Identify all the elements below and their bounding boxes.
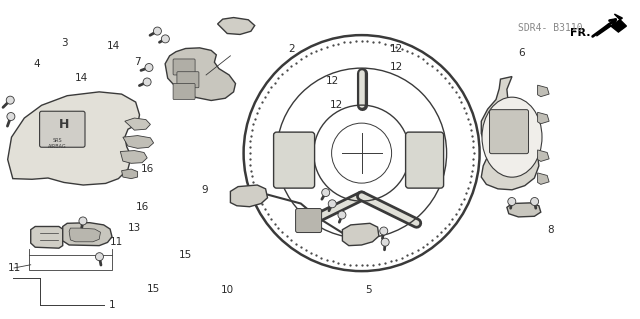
Text: 1: 1 xyxy=(109,300,115,310)
Circle shape xyxy=(145,63,153,71)
Text: 12: 12 xyxy=(390,62,403,72)
Polygon shape xyxy=(31,226,63,248)
Polygon shape xyxy=(122,169,138,179)
Text: 12: 12 xyxy=(326,76,339,86)
Text: 12: 12 xyxy=(330,100,342,110)
Text: 14: 14 xyxy=(108,41,120,51)
Circle shape xyxy=(95,253,104,261)
Text: 2: 2 xyxy=(288,44,294,55)
FancyBboxPatch shape xyxy=(173,84,195,100)
Polygon shape xyxy=(481,77,539,190)
Circle shape xyxy=(531,197,539,205)
Polygon shape xyxy=(230,185,268,207)
Text: 3: 3 xyxy=(61,38,67,48)
Circle shape xyxy=(381,238,389,246)
Circle shape xyxy=(328,200,336,208)
Text: 4: 4 xyxy=(34,59,40,69)
Text: 14: 14 xyxy=(76,73,88,83)
Text: 5: 5 xyxy=(365,285,371,295)
Circle shape xyxy=(79,217,87,225)
FancyBboxPatch shape xyxy=(490,110,529,154)
Polygon shape xyxy=(69,228,100,242)
Text: 15: 15 xyxy=(147,284,160,294)
Circle shape xyxy=(143,78,151,86)
Polygon shape xyxy=(165,48,236,100)
Polygon shape xyxy=(120,151,147,163)
Text: 16: 16 xyxy=(136,202,148,212)
Circle shape xyxy=(7,113,15,121)
Circle shape xyxy=(508,197,516,205)
Text: SDR4- B3110: SDR4- B3110 xyxy=(518,23,582,33)
FancyBboxPatch shape xyxy=(173,59,195,75)
Text: H: H xyxy=(59,118,69,131)
Polygon shape xyxy=(538,150,549,161)
Polygon shape xyxy=(63,223,112,246)
Polygon shape xyxy=(218,18,255,34)
Polygon shape xyxy=(125,118,150,130)
Circle shape xyxy=(322,189,330,197)
Text: FR.: FR. xyxy=(570,28,591,38)
FancyBboxPatch shape xyxy=(406,132,444,188)
Text: 10: 10 xyxy=(221,285,234,295)
Text: 12: 12 xyxy=(390,44,403,55)
Text: 11: 11 xyxy=(110,237,123,248)
Ellipse shape xyxy=(482,97,542,177)
Polygon shape xyxy=(507,203,541,217)
Text: 16: 16 xyxy=(141,164,154,174)
FancyBboxPatch shape xyxy=(296,209,322,233)
Polygon shape xyxy=(596,14,627,36)
Circle shape xyxy=(338,211,346,219)
Polygon shape xyxy=(123,136,154,148)
Text: 7: 7 xyxy=(134,57,141,67)
Circle shape xyxy=(6,96,14,104)
Circle shape xyxy=(154,27,161,35)
FancyBboxPatch shape xyxy=(177,72,199,88)
Text: SRS
AIRBAG: SRS AIRBAG xyxy=(48,138,67,149)
Text: 11: 11 xyxy=(8,263,20,273)
Polygon shape xyxy=(8,92,140,185)
Polygon shape xyxy=(538,85,549,97)
Text: 13: 13 xyxy=(128,223,141,233)
Text: 8: 8 xyxy=(547,225,554,235)
Polygon shape xyxy=(538,173,549,184)
Circle shape xyxy=(380,227,388,235)
Text: 9: 9 xyxy=(202,185,208,195)
Text: 15: 15 xyxy=(179,250,192,260)
Polygon shape xyxy=(342,223,379,246)
FancyBboxPatch shape xyxy=(274,132,315,188)
Circle shape xyxy=(161,35,170,43)
Polygon shape xyxy=(538,112,549,124)
FancyBboxPatch shape xyxy=(40,111,85,147)
Text: 6: 6 xyxy=(518,48,525,58)
